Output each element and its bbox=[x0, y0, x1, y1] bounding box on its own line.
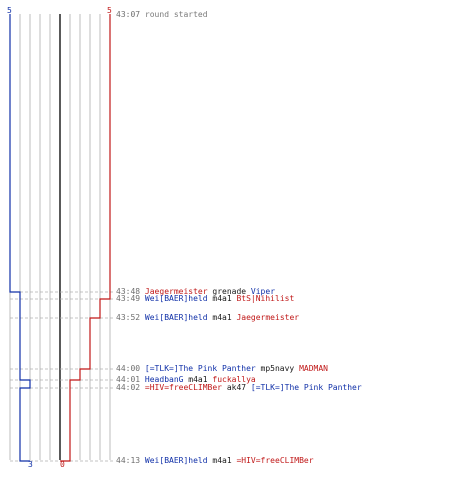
blue-start-score: 5 bbox=[7, 6, 12, 15]
event-text: round started bbox=[144, 10, 208, 19]
victim-name: [=TLK=]The Pink Panther bbox=[250, 383, 362, 392]
killer-name: HeadbanG bbox=[144, 375, 184, 384]
kill-entry: 43:49 Wei[BAER]held m4a1 BtS|Nihilist bbox=[116, 294, 294, 303]
kill-entry: 44:02 =HIV=freeCLIMBer ak47 [=TLK=]The P… bbox=[116, 383, 362, 392]
kill-entry: 43:52 Wei[BAER]held m4a1 Jaegermeister bbox=[116, 313, 299, 322]
weapon-name: ak47 bbox=[226, 383, 247, 392]
weapon-name: m4a1 bbox=[188, 375, 208, 384]
killer-name: Wei[BAER]held bbox=[144, 456, 208, 465]
weapon-name: mp5navy bbox=[260, 364, 295, 373]
red-start-score: 5 bbox=[107, 6, 112, 15]
event-timestamp: 44:00 bbox=[116, 364, 141, 373]
weapon-name: grenade bbox=[212, 287, 247, 296]
victim-name: MADMAN bbox=[299, 364, 328, 373]
event-timestamp: 43:49 bbox=[116, 294, 141, 303]
blue-end-score: 3 bbox=[28, 460, 33, 469]
victim-name: Jaegermeister bbox=[236, 313, 300, 322]
victim-name: BtS|Nihilist bbox=[236, 294, 295, 303]
killer-name: [=TLK=]The Pink Panther bbox=[144, 364, 256, 373]
weapon-name: m4a1 bbox=[212, 456, 232, 465]
killer-name: =HIV=freeCLIMBer bbox=[144, 383, 222, 392]
victim-name: =HIV=freeCLIMBer bbox=[236, 456, 314, 465]
kill-entry: 44:01 HeadbanG m4a1 fuckallya bbox=[116, 375, 256, 384]
victim-name: Viper bbox=[250, 287, 276, 296]
blue-team-alive-line bbox=[9, 14, 31, 462]
red-end-score: 0 bbox=[60, 460, 65, 469]
kill-entry: 44:13 Wei[BAER]held m4a1 =HIV=freeCLIMBe… bbox=[116, 456, 314, 465]
kill-entry: 44:00 [=TLK=]The Pink Panther mp5navy MA… bbox=[116, 364, 328, 373]
weapon-name: m4a1 bbox=[212, 294, 232, 303]
killer-name: Wei[BAER]held bbox=[144, 294, 208, 303]
killer-name: Wei[BAER]held bbox=[144, 313, 208, 322]
red-team-alive-line bbox=[60, 14, 111, 462]
event-timestamp: 43:48 bbox=[116, 287, 141, 296]
killer-name: Jaegermeister bbox=[144, 287, 208, 296]
event-timestamp: 43:52 bbox=[116, 313, 141, 322]
weapon-name: m4a1 bbox=[212, 313, 232, 322]
victim-name: fuckallya bbox=[212, 375, 256, 384]
round-start-entry: 43:07 round started bbox=[116, 10, 208, 19]
event-timestamp: 44:13 bbox=[116, 456, 141, 465]
event-timestamp: 43:07 bbox=[116, 10, 141, 19]
kill-entry: 43:48 Jaegermeister grenade Viper bbox=[116, 287, 275, 296]
event-timestamp: 44:01 bbox=[116, 375, 141, 384]
event-timestamp: 44:02 bbox=[116, 383, 141, 392]
